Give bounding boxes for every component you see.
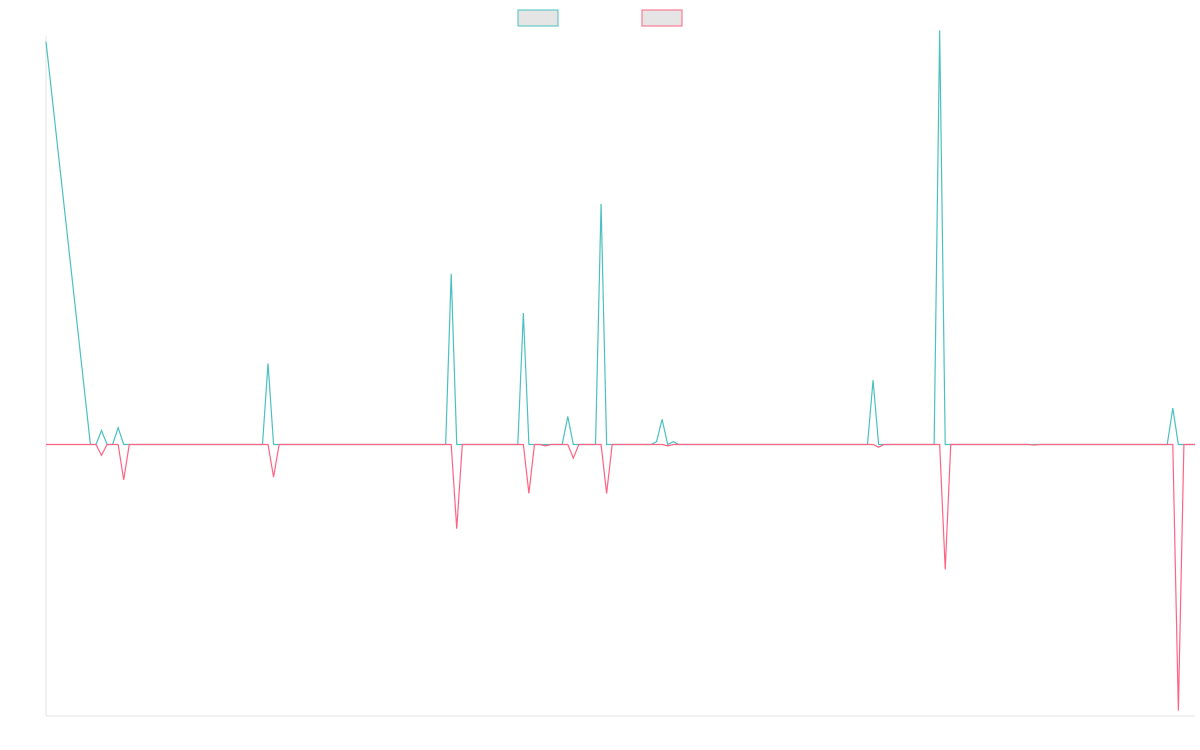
series-line-1 bbox=[45, 30, 1195, 446]
series-line-2 bbox=[46, 443, 1195, 711]
axes bbox=[45, 36, 1195, 717]
legend-swatch-1[interactable] bbox=[517, 9, 559, 27]
legend-swatch-2[interactable] bbox=[641, 9, 683, 27]
legend bbox=[517, 9, 683, 27]
series-layer bbox=[45, 30, 1195, 711]
